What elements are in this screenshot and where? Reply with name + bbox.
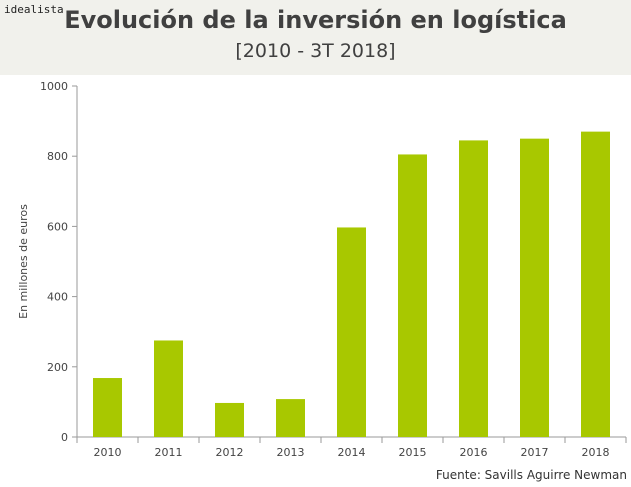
bar-2013: [276, 399, 305, 437]
bar-2015: [398, 154, 427, 437]
x-tick-label: 2010: [94, 446, 122, 459]
bar-2016: [459, 140, 488, 437]
source-note: Fuente: Savills Aguirre Newman: [435, 468, 627, 482]
y-tick-label: 800: [47, 150, 68, 163]
x-tick-label: 2013: [277, 446, 305, 459]
brand-logo: idealista: [4, 3, 64, 16]
bar-2017: [520, 138, 549, 437]
chart-header: idealista Evolución de la inversión en l…: [0, 0, 631, 75]
bar-chart: 0 200 400 600 800 1000 En millones de euros 201…: [17, 80, 627, 459]
x-tick-label: 2018: [582, 446, 610, 459]
x-tick-label: 2012: [216, 446, 244, 459]
y-axis-label: En millones de euros: [17, 204, 30, 319]
y-tick-label: 1000: [40, 80, 68, 93]
x-tick-label: 2011: [155, 446, 183, 459]
x-tick-label: 2015: [399, 446, 427, 459]
chart-title: Evolución de la inversión en logística: [64, 6, 567, 34]
chart-subtitle: [2010 - 3T 2018]: [235, 40, 396, 62]
y-tick-label: 600: [47, 220, 68, 233]
x-tick-label: 2016: [460, 446, 488, 459]
y-tick-label: 200: [47, 361, 68, 374]
y-tick-label: 400: [47, 291, 68, 304]
x-tick-label: 2014: [338, 446, 366, 459]
bar-2011: [154, 340, 183, 437]
bar-2010: [93, 378, 122, 437]
y-tick-label: 0: [61, 431, 68, 444]
x-tick-label: 2017: [521, 446, 549, 459]
bar-2012: [215, 402, 244, 437]
bar-2018: [581, 131, 610, 437]
bar-2014: [337, 227, 366, 437]
